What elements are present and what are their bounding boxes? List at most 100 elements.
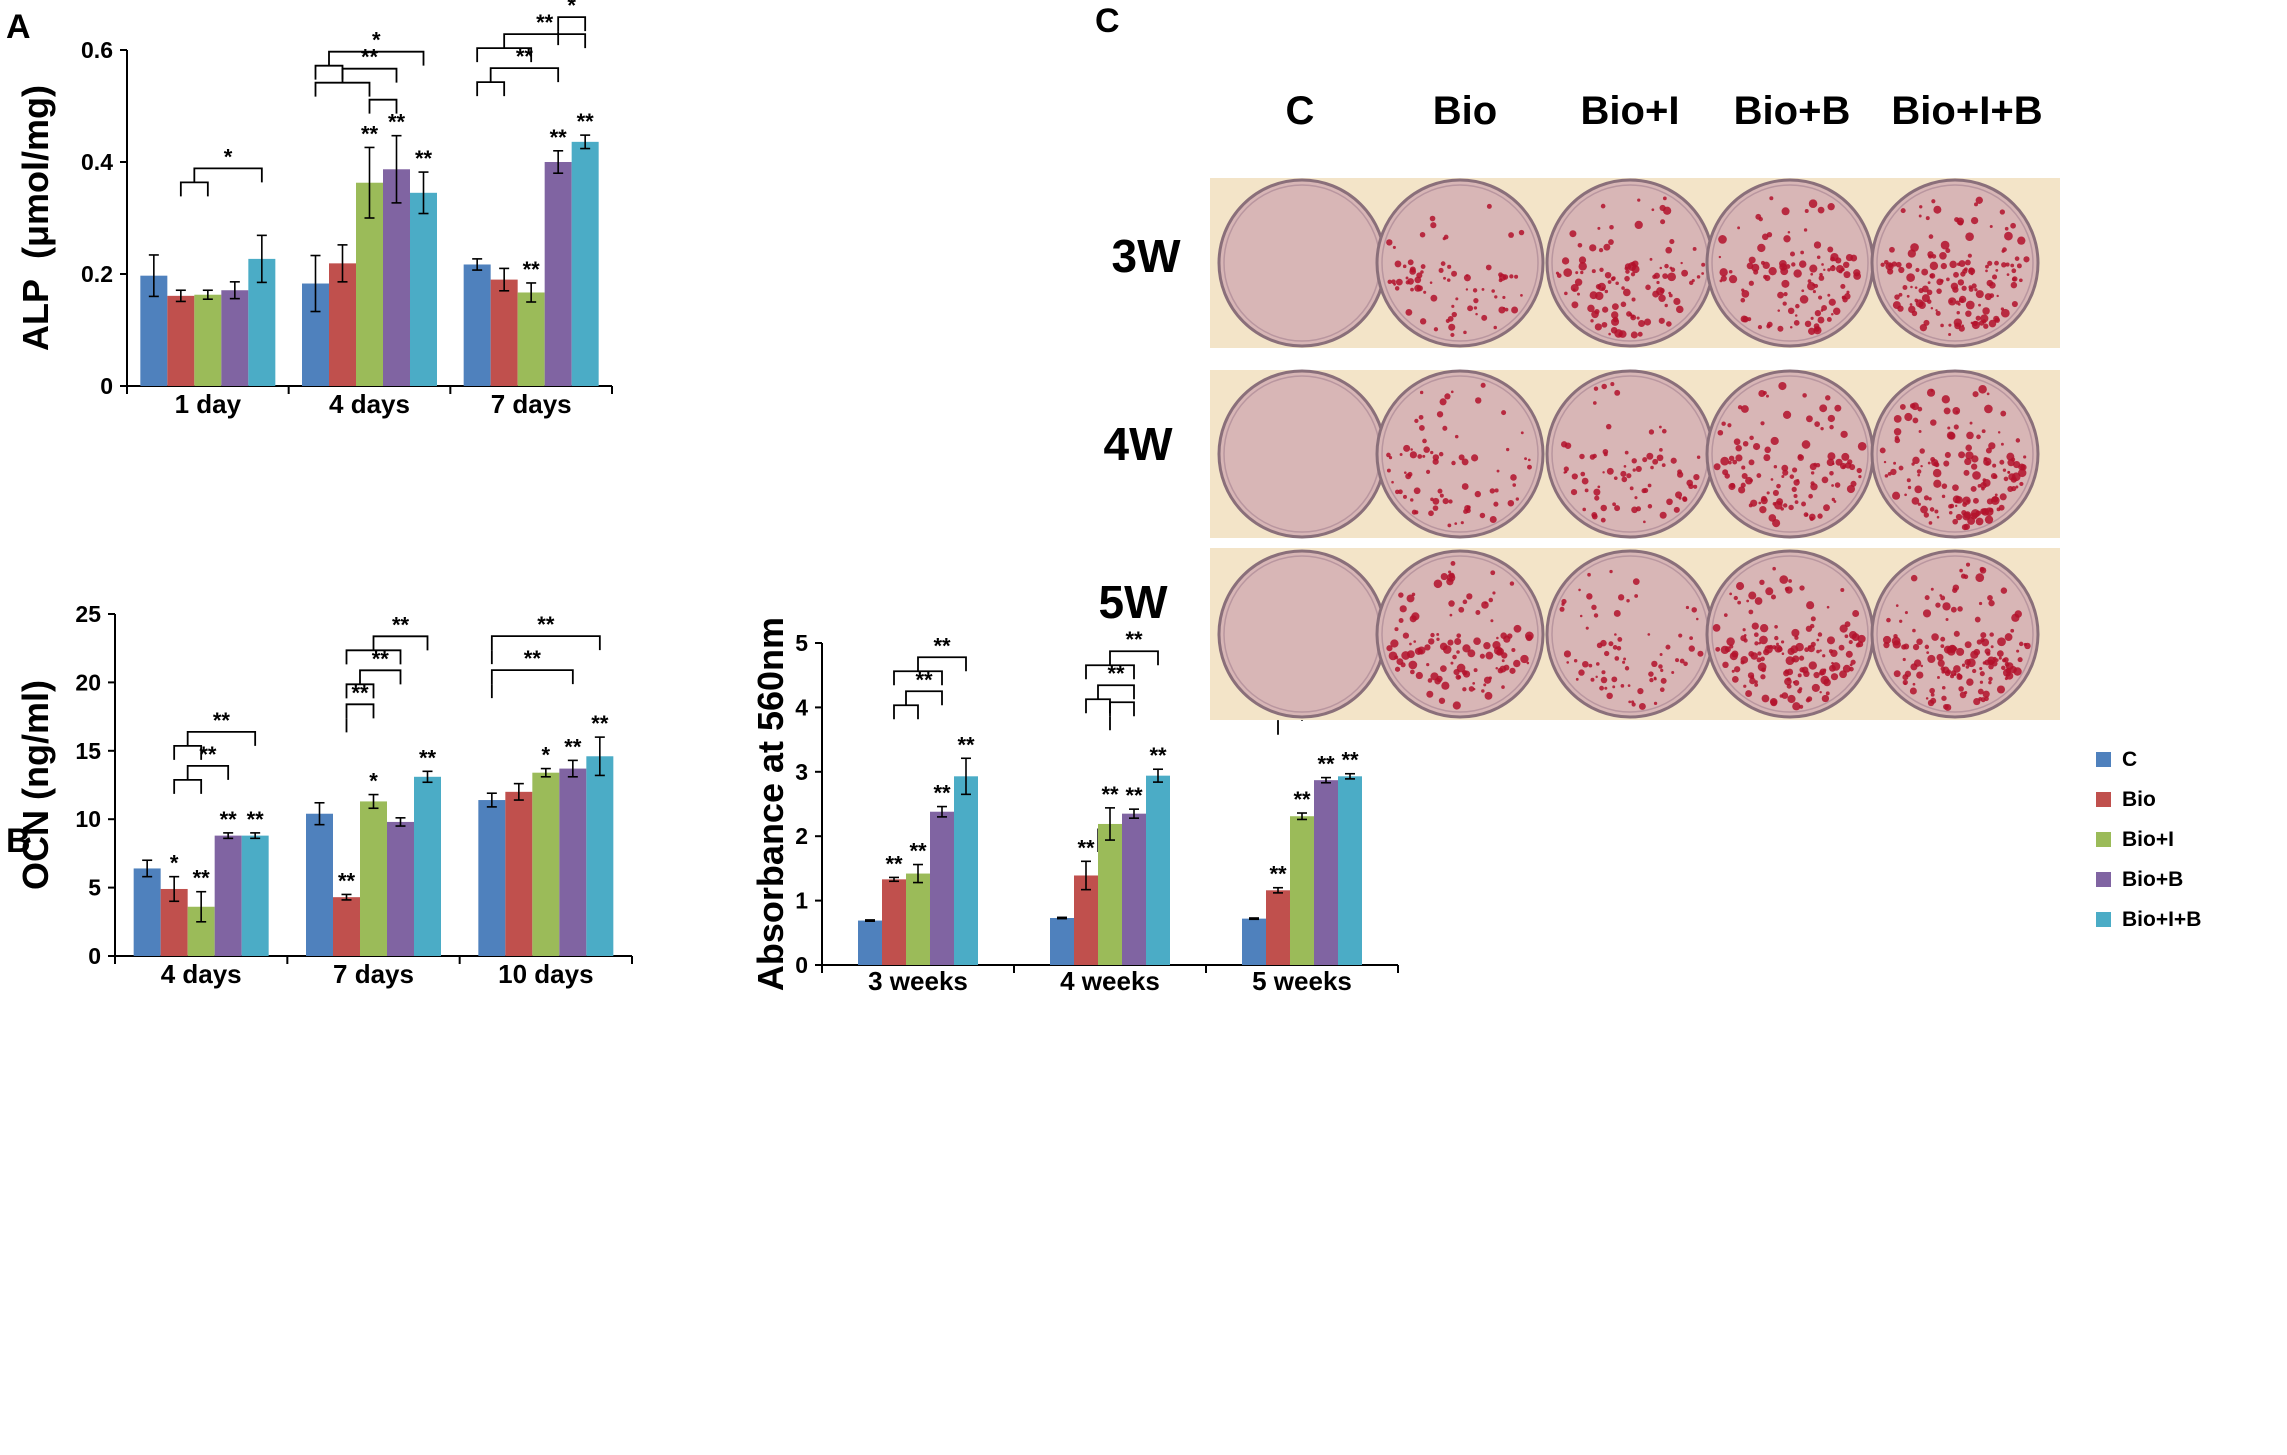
stain-spot [1501,685,1505,689]
stain-spot [1511,648,1516,653]
stain-spot [1924,644,1930,650]
stain-spot [1621,476,1628,483]
stain-spot [1802,393,1807,398]
stain-spot [1593,613,1599,618]
plate-rim [1381,375,1539,533]
stain-spot [1403,471,1407,474]
significance-star: ** [220,807,238,832]
stain-spot [1914,485,1923,494]
stain-spot [1738,486,1746,494]
stain-spot [1594,323,1602,331]
stain-spot [1394,260,1402,268]
stain-spot [1916,671,1924,679]
stain-spot [1890,468,1897,476]
stain-spot [1448,323,1456,331]
stain-spot [1781,279,1790,288]
stain-spot [1969,421,1973,425]
stain-spot [1781,692,1789,699]
stain-spot [1432,505,1439,511]
stain-spot [1749,677,1756,685]
stain-spot [1982,307,1990,315]
stain-spot [1624,666,1630,671]
stain-spot [1589,244,1597,252]
stain-spot [1561,257,1570,265]
stain-spot [1966,431,1974,440]
stain-spot [1931,633,1939,641]
culture-plate [1217,549,1387,719]
stain-spot [1680,261,1683,265]
stain-spot [1715,646,1721,652]
stain-spot [1403,444,1411,452]
stain-spot [1998,656,2002,660]
stain-spot [1600,203,1606,209]
stain-spot [1613,609,1621,617]
stain-spot [1564,291,1568,296]
stain-spot [1879,447,1886,454]
stain-spot [1975,573,1985,583]
stain-spot [1490,619,1494,623]
stain-spot [1614,656,1620,661]
stain-spot [1902,674,1909,681]
y-axis-label: Absorbance at 560nm [750,617,791,991]
significance-star: ** [1101,782,1119,807]
stain-spot [1894,437,1901,444]
stain-spot [1899,619,1903,623]
stain-spot [1651,660,1658,668]
panel-letter-c: C [1095,2,1120,40]
stain-spot [1492,641,1501,650]
stain-spot [1718,255,1722,259]
stain-spot [2000,308,2010,318]
stain-spot [1682,496,1688,502]
stain-spot [1578,588,1581,592]
stain-spot [1936,653,1944,661]
stain-spot [1608,239,1614,245]
stain-spot [1964,659,1971,666]
y-tick-label: 0.6 [81,37,113,63]
bar-bio-b [214,835,242,956]
stain-spot [1889,246,1895,253]
stain-spot [1978,303,1981,307]
stain-spot [1653,676,1657,680]
stain-spot [1926,289,1933,296]
stain-spot [1808,199,1818,208]
stain-spot [1473,637,1481,646]
stain-spot [1426,469,1431,474]
stain-spot [1462,670,1471,678]
stain-spot [1497,667,1504,674]
significance-star: * [369,769,378,794]
stain-spot [1621,286,1625,290]
stain-spot [1817,632,1823,637]
culture-plate [1705,178,1875,348]
stain-spot [1984,648,1991,655]
stain-spot [1689,636,1693,641]
stain-spot [1757,651,1762,656]
stain-spot [1600,504,1608,512]
stain-spot [1965,259,1971,266]
stain-spot [1988,680,1992,685]
stain-spot [1970,272,1974,276]
stain-spot [1394,655,1399,660]
stain-spot [1591,604,1597,611]
significance-star: ** [591,711,609,736]
stain-spot [1717,429,1724,436]
stain-spot [1409,268,1417,275]
stain-spot [1798,655,1805,661]
stain-spot [1935,602,1941,608]
stain-spot [1563,650,1572,658]
stain-spot [1526,661,1530,665]
stain-spot [1895,261,1902,268]
stain-spot [1812,290,1816,294]
stain-spot [2011,613,2020,622]
stain-spot [1912,628,1916,633]
stain-spot [1483,676,1492,684]
stain-spot [1423,290,1427,294]
stain-spot [1929,273,1934,278]
stain-spot [1417,454,1423,459]
stain-spot [1507,499,1515,507]
stain-spot [1630,314,1637,321]
stain-spot [1479,653,1485,659]
stain-spot [1607,280,1612,284]
stain-spot [1659,447,1663,452]
stain-spot [1795,303,1800,309]
stain-spot [1641,488,1647,494]
